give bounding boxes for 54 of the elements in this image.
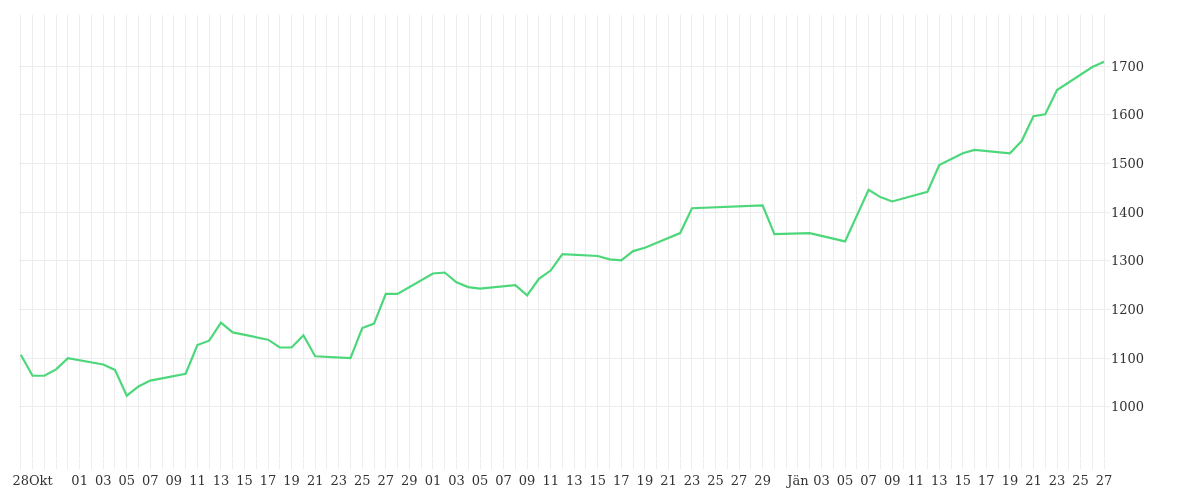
x-tick-label: 05 — [836, 472, 854, 488]
y-tick-label: 1700 — [1111, 58, 1145, 74]
x-tick-label: 11 — [189, 472, 206, 488]
x-tick-label: 25 — [1072, 472, 1089, 488]
x-tick-label: 05 — [471, 472, 489, 488]
x-tick-label: 27 — [1095, 472, 1113, 488]
x-tick-label: 17 — [613, 472, 630, 488]
x-tick-label: 01 — [71, 472, 88, 488]
x-tick-label: 09 — [883, 472, 901, 488]
x-tick-label: 27 — [730, 472, 748, 488]
x-tick-label: 15 — [236, 472, 253, 488]
x-tick-label: 27 — [377, 472, 395, 488]
x-tick-label: 07 — [142, 472, 159, 488]
x-tick-label: 11 — [542, 472, 559, 488]
x-tick-label: 23 — [1048, 472, 1066, 488]
x-tick-label: 11 — [907, 472, 924, 488]
x-tick-label: 25 — [707, 472, 724, 488]
y-tick-label: 1400 — [1111, 204, 1145, 220]
x-tick-label: 03 — [94, 472, 112, 488]
x-tick-label: 21 — [1025, 472, 1042, 488]
x-tick-label: 09 — [165, 472, 183, 488]
x-tick-label: 17 — [978, 472, 995, 488]
y-tick-label: 1600 — [1111, 107, 1145, 123]
x-tick-label: 03 — [448, 472, 465, 488]
x-tick-label: 23 — [683, 472, 701, 488]
line-series — [19, 60, 1106, 397]
x-tick-label: 19 — [283, 472, 300, 488]
x-tick-label: 23 — [330, 472, 347, 488]
x-tick-label: 25 — [353, 472, 371, 488]
x-tick-label: 13 — [565, 472, 583, 488]
x-tick-label: 07 — [495, 472, 512, 488]
y-tick-label: 1200 — [1111, 302, 1145, 318]
x-tick-label: 21 — [660, 472, 677, 488]
x-tick-label: 19 — [1001, 472, 1019, 488]
x-tick-label: 05 — [118, 472, 136, 488]
y-tick-label: 1000 — [1111, 399, 1145, 415]
x-tick-label: Jän — [785, 472, 810, 488]
y-tick-label: 1500 — [1111, 156, 1145, 172]
y-tick-label: 1100 — [1111, 350, 1145, 366]
x-tick-label: 15 — [954, 472, 972, 488]
x-tick-label: 07 — [860, 472, 877, 488]
x-tick-label: 01 — [424, 472, 442, 488]
y-tick-label: 1300 — [1111, 253, 1145, 269]
x-tick-label: 21 — [306, 472, 324, 488]
x-tick-label: 28Okt — [12, 472, 54, 488]
x-tick-label: 15 — [589, 472, 607, 488]
x-tick-label: 09 — [518, 472, 536, 488]
x-tick-label: 29 — [754, 472, 771, 488]
x-tick-label: 13 — [930, 472, 948, 488]
x-tick-label: 17 — [259, 472, 277, 488]
x-tick-label: 03 — [813, 472, 830, 488]
x-tick-label: 19 — [636, 472, 654, 488]
x-tick-label: 13 — [212, 472, 230, 488]
x-tick-label: 29 — [401, 472, 418, 488]
